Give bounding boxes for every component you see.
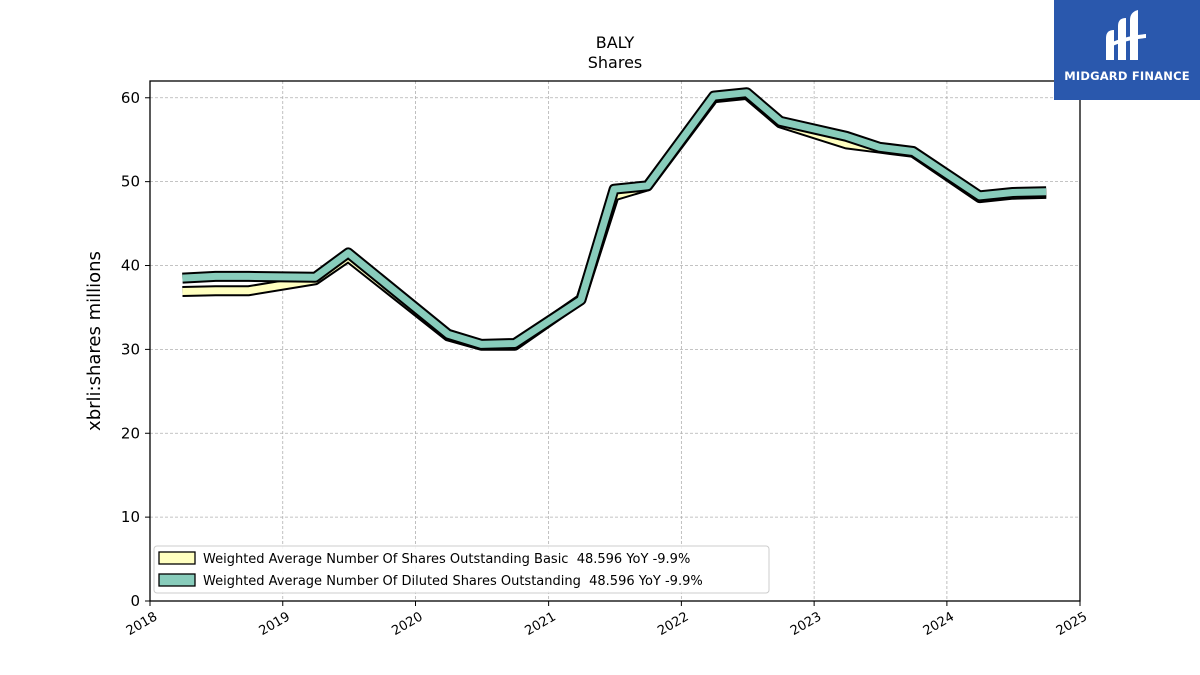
x-tick-label: 2018 (124, 609, 160, 639)
legend-swatch-diluted (158, 573, 196, 587)
y-tick-label: 10 (121, 508, 140, 526)
legend: Weighted Average Number Of Shares Outsta… (153, 545, 770, 594)
y-tick-label: 0 (130, 592, 140, 610)
y-tick-label: 30 (121, 340, 140, 358)
series-fill (182, 89, 1047, 348)
series-line-diluted (182, 87, 1047, 350)
legend-label-diluted: Weighted Average Number Of Diluted Share… (203, 574, 703, 589)
x-tick-label: 2025 (1054, 609, 1090, 639)
brand-mark-icon (1106, 10, 1146, 60)
plot-frame (149, 80, 1081, 602)
series-outline (182, 87, 1047, 350)
y-tick-label: 50 (121, 173, 140, 191)
series-layer (182, 87, 1047, 351)
legend-label-basic: Weighted Average Number Of Shares Outsta… (203, 552, 690, 567)
x-tick-label: 2020 (389, 609, 425, 639)
series-outline (182, 88, 1047, 351)
y-tick-label: 40 (121, 257, 140, 275)
brand-name: MIDGARD FINANCE (1064, 69, 1190, 83)
legend-box (153, 545, 770, 594)
x-tick-label: 2023 (788, 609, 824, 639)
y-tick-label: 20 (121, 424, 140, 442)
x-tick-label: 2022 (655, 609, 691, 639)
y-tick-label: 60 (121, 89, 140, 107)
chart-title: BALY (596, 33, 635, 52)
series-line-basic (182, 88, 1047, 351)
legend-swatch-basic (158, 551, 196, 565)
x-tick-label: 2024 (921, 609, 957, 639)
x-tick-label: 2019 (257, 609, 293, 639)
chart-subtitle: Shares (588, 53, 643, 72)
brand-logo: MIDGARD FINANCE (1054, 0, 1200, 100)
x-tick-label: 2021 (522, 609, 558, 639)
series-fill (182, 90, 1047, 349)
grid-lines (149, 81, 1081, 602)
y-axis-label: xbrli:shares millions (84, 251, 105, 431)
